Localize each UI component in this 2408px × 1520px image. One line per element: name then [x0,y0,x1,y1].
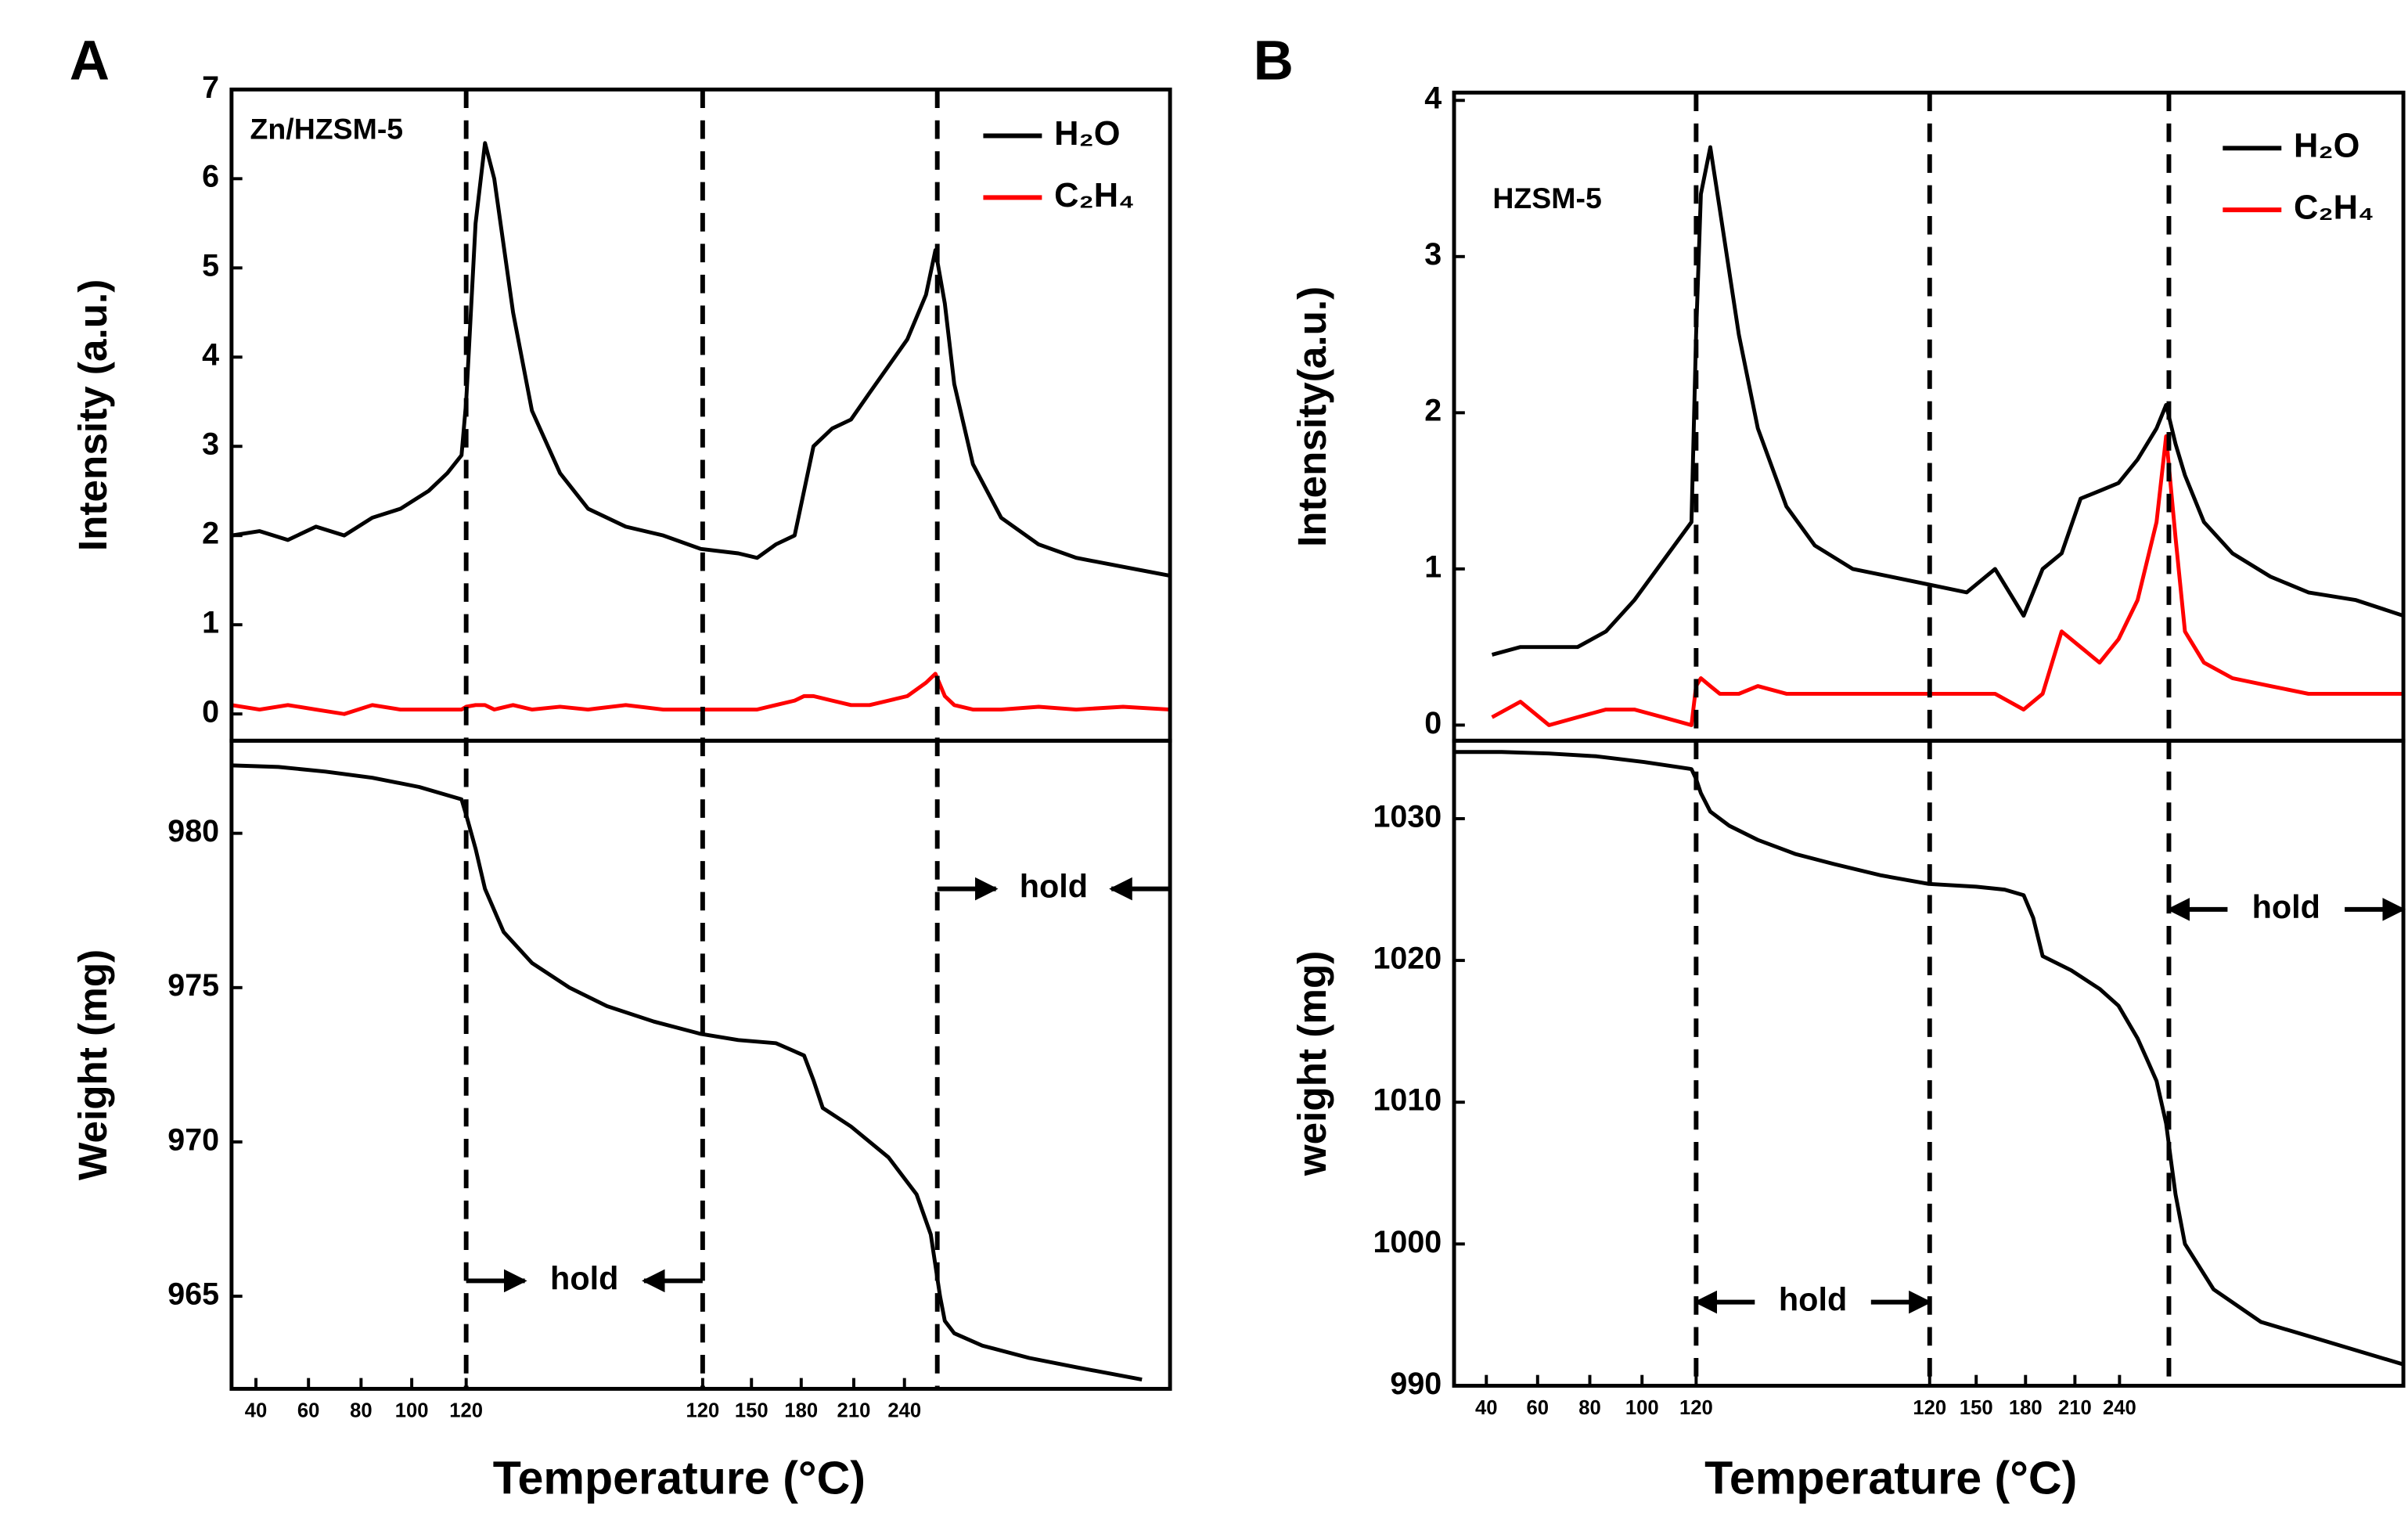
x-tick-label: 150 [735,1400,768,1422]
y-axis-label: Weight (mg) [70,949,115,1180]
x-tick-label: 240 [2103,1397,2136,1419]
y-tick-label: 2 [1424,394,1442,428]
sample-label: HZSM-5 [1492,182,1601,214]
y-tick-label: 975 [167,968,219,1003]
x-tick-label: 60 [1527,1397,1550,1419]
x-tick-label: 100 [1625,1397,1659,1419]
y-tick-label: 3 [1424,237,1442,272]
y-tick-label: 4 [1424,81,1442,116]
x-axis-label: Temperature (°C) [1704,1451,2077,1504]
y-tick-label: 7 [202,70,219,105]
x-tick-label: 150 [1960,1397,1993,1419]
y-axis-label: weight (mg) [1290,951,1334,1177]
annotation: hold [2252,889,2320,925]
data-line [1454,750,2404,1367]
x-tick-label: 210 [2058,1397,2092,1419]
y-tick-label: 965 [167,1277,219,1312]
x-tick-label: 180 [2009,1397,2043,1419]
x-tick-label: 120 [1679,1397,1713,1419]
y-tick-label: 980 [167,814,219,848]
annotation: hold [1020,869,1088,905]
data-line [1491,145,2404,657]
legend-label: H₂O [2294,128,2359,165]
x-tick-label: 120 [449,1400,483,1422]
y-tick-label: 0 [1424,706,1442,740]
y-tick-label: 1000 [1373,1225,1442,1259]
legend-label: H₂O [1054,115,1120,153]
legend-label: C₂H₄ [2294,189,2374,227]
sample-label: Zn/HZSM-5 [250,112,404,145]
y-tick-label: 4 [202,338,219,373]
data-line [1491,434,2404,727]
annotation: hold [1779,1282,1847,1318]
y-tick-label: 0 [202,695,219,729]
x-axis-label: Temperature (°C) [493,1451,866,1504]
x-tick-label: 40 [245,1400,268,1422]
y-tick-label: 1020 [1373,942,1442,976]
x-tick-label: 120 [686,1400,719,1422]
y-tick-label: 1030 [1373,799,1442,834]
y-tick-label: 990 [1390,1367,1442,1401]
y-tick-label: 5 [202,249,219,283]
x-tick-label: 40 [1475,1397,1498,1419]
y-tick-label: 1010 [1373,1083,1442,1118]
y-tick-label: 1 [1424,549,1442,584]
y-tick-label: 970 [167,1122,219,1157]
y-tick-label: 1 [202,606,219,640]
data-line [231,672,1171,716]
x-tick-label: 60 [297,1400,320,1422]
panel-label: B [1254,31,1294,92]
data-line [231,141,1171,578]
legend-label: C₂H₄ [1054,177,1135,214]
x-tick-label: 80 [350,1400,373,1422]
data-line [231,763,1143,1382]
annotation: hold [550,1260,618,1296]
y-tick-label: 6 [202,160,219,194]
x-tick-label: 210 [837,1400,871,1422]
x-tick-label: 100 [395,1400,429,1422]
y-axis-label: Intensity(a.u.) [1290,286,1334,547]
x-tick-label: 180 [784,1400,818,1422]
y-tick-label: 2 [202,517,219,551]
y-axis-label: Intensity (a.u.) [70,279,115,551]
x-tick-label: 240 [887,1400,921,1422]
x-tick-label: 120 [1913,1397,1946,1419]
y-tick-label: 3 [202,427,219,462]
panel-label: A [70,31,110,92]
x-tick-label: 80 [1578,1397,1601,1419]
